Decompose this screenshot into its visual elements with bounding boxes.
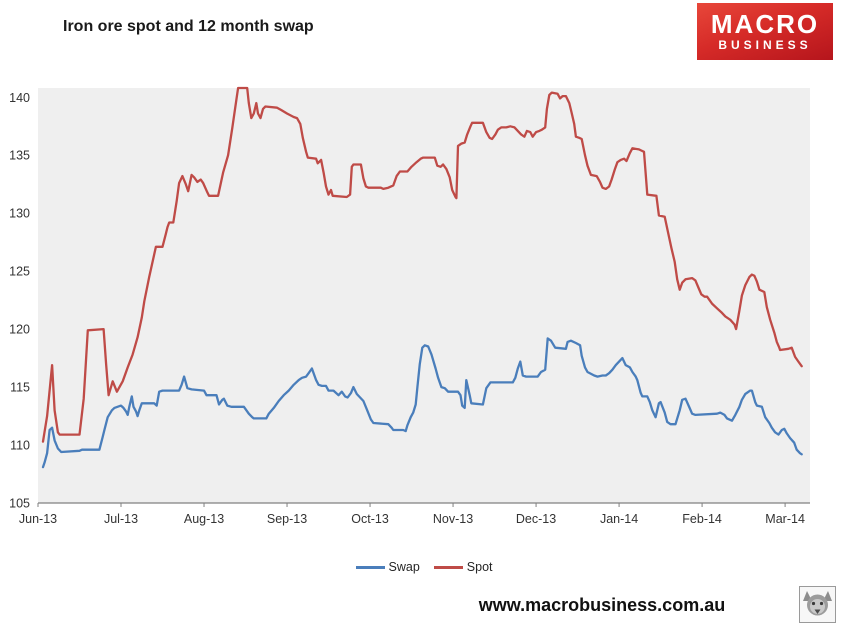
y-tick-label: 110 (10, 439, 30, 453)
plot-area (38, 88, 810, 503)
x-tick-label: Jan-14 (600, 512, 638, 526)
x-tick-label: Dec-13 (516, 512, 556, 526)
y-tick-label: 140 (9, 91, 30, 105)
logo-text-macro: MACRO (710, 9, 820, 39)
wolf-icon-graphic (803, 591, 832, 616)
series-line-swap (41, 337, 803, 469)
y-tick-label: 125 (9, 265, 30, 279)
chart-legend: Swap Spot (38, 556, 810, 578)
wolf-logo-icon (799, 586, 836, 623)
legend-line-swatch (433, 565, 463, 569)
legend-label: Spot (466, 560, 493, 574)
series-line-spot (41, 86, 803, 443)
y-tick-label: 135 (9, 149, 30, 163)
macrobusiness-logo: MACRO BUSINESS (697, 3, 833, 60)
x-tick-label: Jun-13 (19, 512, 57, 526)
legend-label: Swap (388, 560, 420, 574)
website-url: www.macrobusiness.com.au (478, 595, 726, 615)
x-tick-label: Sep-13 (267, 512, 307, 526)
x-tick-label: Nov-13 (433, 512, 473, 526)
page-title: Iron ore spot and 12 month swap (63, 18, 314, 35)
x-tick-label: Oct-13 (351, 512, 389, 526)
x-tick-label: Feb-14 (682, 512, 722, 526)
x-tick-label: Jul-13 (104, 512, 138, 526)
y-tick-label: 130 (9, 207, 30, 221)
logo-text-business: BUSINESS (718, 38, 812, 52)
y-tick-label: 115 (10, 381, 30, 395)
x-tick-label: Aug-13 (184, 512, 224, 526)
legend-item-spot: Spot (433, 560, 493, 574)
y-tick-label: 120 (9, 323, 30, 337)
legend-line-swatch (355, 565, 385, 569)
y-tick-label: 105 (9, 497, 30, 511)
legend-item-swap: Swap (355, 560, 420, 574)
x-tick-label: Mar-14 (765, 512, 805, 526)
